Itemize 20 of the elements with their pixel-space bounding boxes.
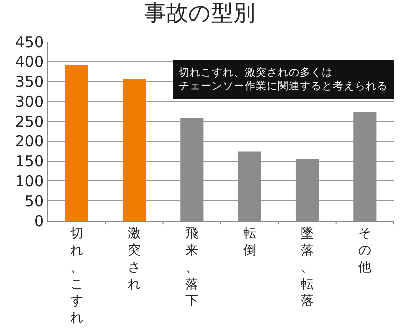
bar — [122, 79, 146, 221]
y-tick-label: 50 — [24, 192, 44, 210]
x-tick-label: 激突され — [128, 226, 141, 292]
annotation: 切れこすれ、激突されの多くはチェーンソー作業に関連すると考えられる — [179, 66, 388, 93]
y-tick-label: 0 — [34, 212, 44, 230]
y-tick-label: 200 — [15, 132, 44, 151]
y-tick-label: 400 — [15, 53, 44, 72]
y-tick-label: 350 — [15, 73, 44, 92]
bar — [65, 65, 88, 221]
y-tick-label: 150 — [15, 152, 44, 171]
x-tick-label: 飛来、落下 — [186, 226, 199, 310]
x-tick-label: その他 — [358, 226, 372, 276]
y-tick-label: 250 — [15, 112, 44, 131]
y-tick-label: 100 — [15, 172, 44, 190]
x-tick-label: 切れ、こすれ — [70, 226, 84, 326]
y-tick-label: 300 — [15, 92, 44, 111]
x-tick-label: 転倒 — [243, 226, 256, 258]
chart-title: 事故の型別 — [144, 1, 256, 26]
y-tick-label: 450 — [15, 33, 44, 52]
x-tick-label: 墜落、転落 — [301, 226, 314, 310]
